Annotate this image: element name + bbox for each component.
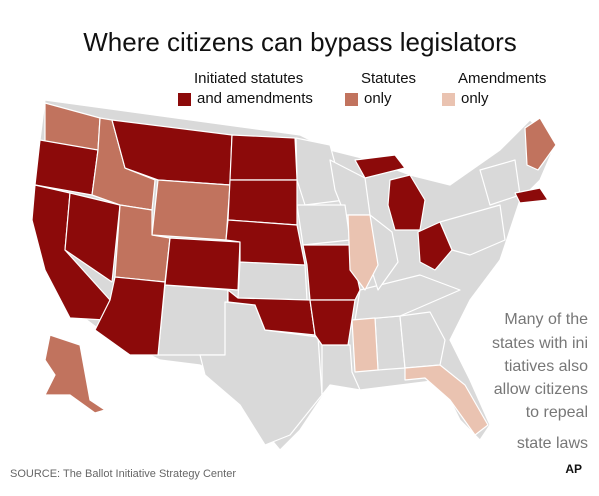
state	[387, 174, 426, 231]
annotation-line: states with ini	[492, 335, 588, 352]
state	[64, 192, 121, 283]
state	[237, 261, 308, 301]
state	[157, 284, 229, 356]
state	[351, 317, 379, 373]
annotation-line: to repeal	[526, 404, 588, 421]
state	[164, 237, 241, 291]
source: SOURCE: The Ballot Initiative Strategy C…	[10, 468, 236, 480]
annotation-line: allow citizens	[494, 381, 588, 398]
state	[296, 204, 351, 246]
state	[404, 364, 489, 436]
legend-label: Initiated statutes	[194, 70, 303, 87]
annotation: Many of the states with ini tiatives also a…	[492, 311, 588, 452]
state	[151, 179, 231, 241]
state	[347, 214, 379, 291]
state	[227, 289, 316, 336]
state	[229, 134, 298, 181]
state	[514, 187, 549, 204]
state	[227, 179, 298, 226]
us-map	[31, 99, 557, 451]
state	[354, 154, 406, 179]
state	[309, 299, 356, 346]
legend-label: Amendments	[458, 70, 546, 87]
legend-swatch	[178, 93, 191, 106]
state	[399, 311, 446, 369]
legend: Initiated statutes and amendments Statutes…	[178, 70, 546, 107]
annotation-line: tiatives also	[504, 358, 588, 375]
legend-label: only	[461, 90, 489, 107]
legend-swatch	[442, 93, 455, 106]
legend-label: only	[364, 90, 392, 107]
state	[524, 117, 557, 171]
state	[417, 221, 453, 271]
legend-label: Statutes	[361, 70, 416, 87]
legend-swatch	[345, 93, 358, 106]
legend-label: and amendments	[197, 90, 313, 107]
title: Where citizens can bypass legislators	[83, 27, 517, 57]
annotation-line: Many of the	[504, 311, 588, 328]
annotation-line: state laws	[517, 435, 588, 452]
state	[225, 219, 306, 266]
state	[321, 344, 361, 396]
state	[44, 334, 106, 414]
logo: AP	[565, 462, 582, 476]
